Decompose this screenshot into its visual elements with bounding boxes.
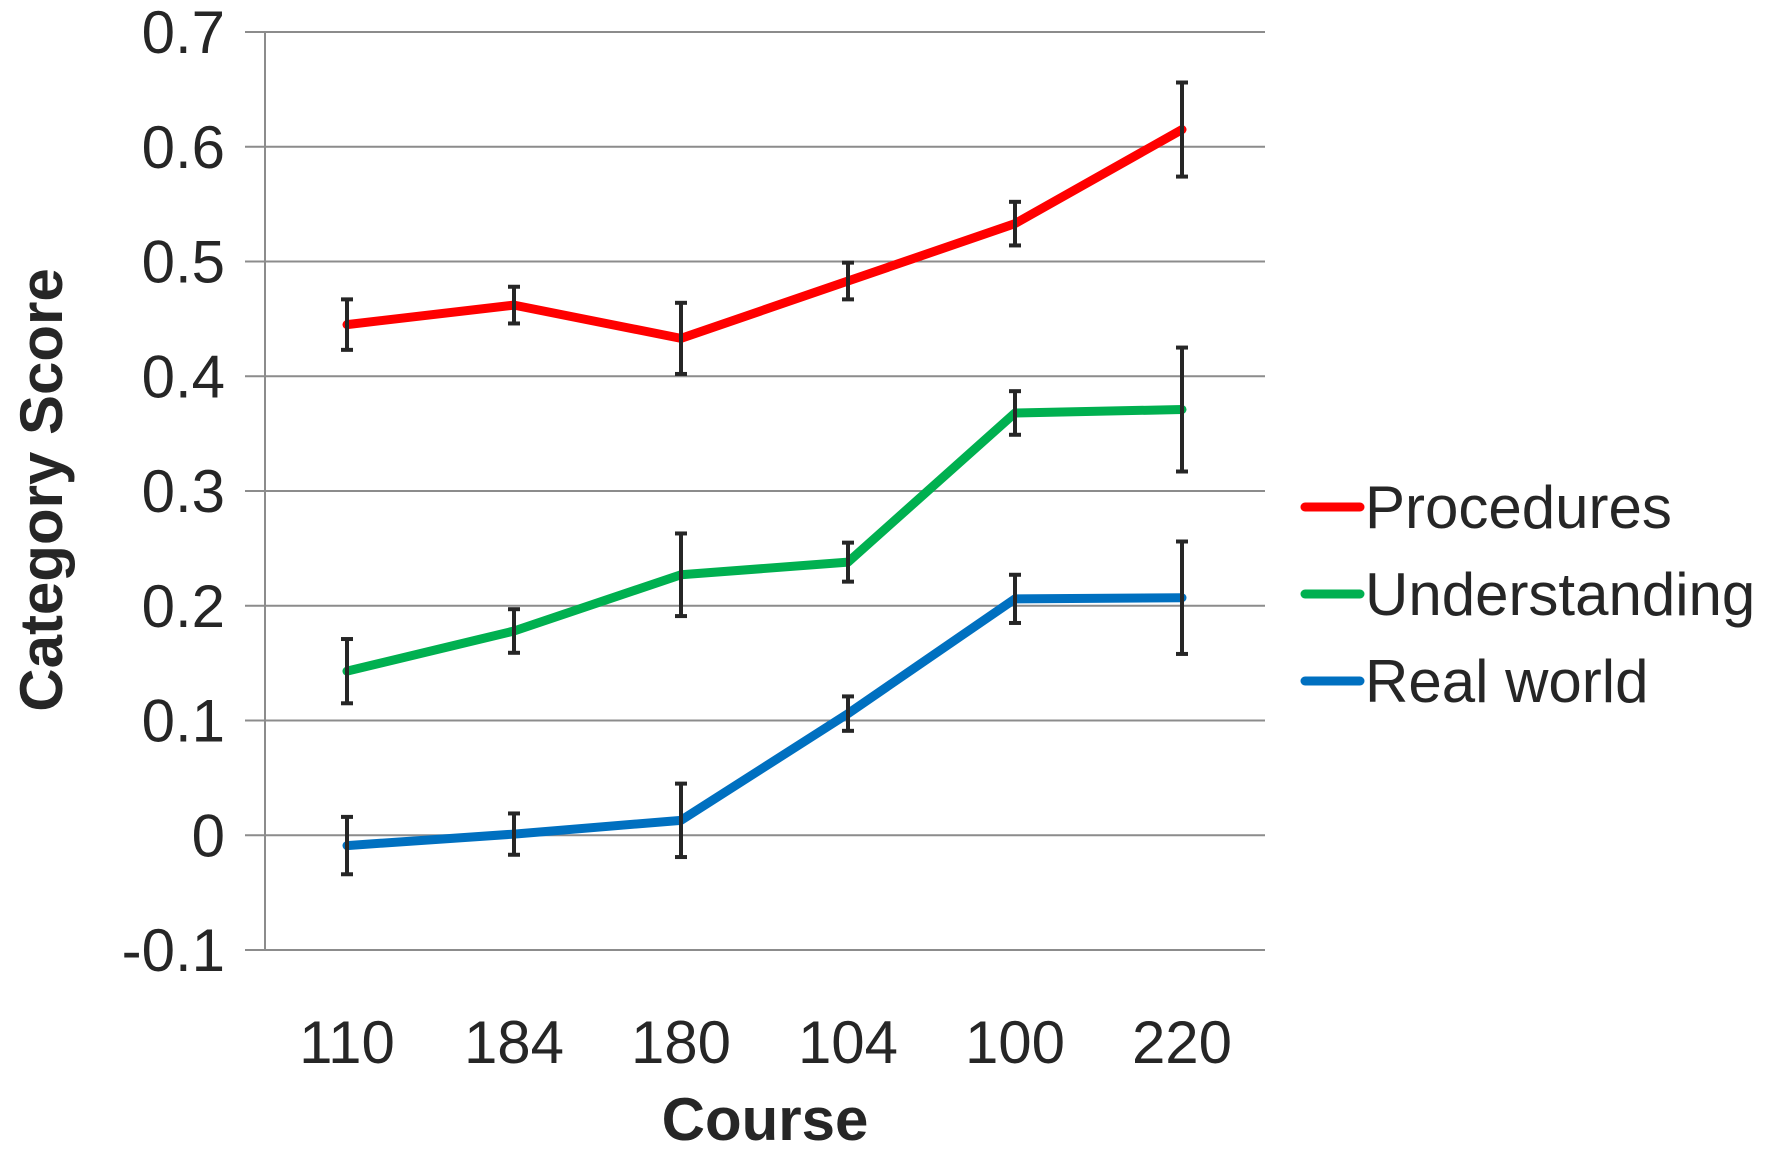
grid-lines bbox=[245, 31, 1265, 951]
y-tick-label: 0.1 bbox=[142, 688, 225, 755]
y-tick-label: 0.5 bbox=[142, 229, 225, 296]
x-tick-label: 184 bbox=[464, 1009, 564, 1076]
error-bar bbox=[842, 694, 854, 733]
error-bar bbox=[1009, 199, 1021, 248]
y-tick-label: 0.6 bbox=[142, 114, 225, 181]
series-line-understanding bbox=[342, 405, 1187, 676]
error-bar bbox=[508, 811, 520, 857]
legend-label: Understanding bbox=[1365, 561, 1755, 628]
y-tick-label: 0 bbox=[192, 802, 225, 869]
error-bar bbox=[1176, 345, 1188, 474]
series-line-procedures bbox=[342, 125, 1187, 343]
error-bar bbox=[842, 260, 854, 302]
x-tick-label: 100 bbox=[965, 1009, 1065, 1076]
x-tick-label: 220 bbox=[1132, 1009, 1232, 1076]
error-bar bbox=[341, 297, 353, 352]
error-bar bbox=[842, 540, 854, 584]
error-bar bbox=[1176, 539, 1188, 656]
y-tick-label: 0.7 bbox=[142, 0, 225, 66]
error-bar bbox=[341, 814, 353, 877]
error-bar bbox=[675, 781, 687, 860]
x-tick-label: 110 bbox=[299, 1009, 395, 1076]
error-bar bbox=[675, 531, 687, 619]
y-axis-title: Category Score bbox=[8, 268, 75, 712]
legend-label: Procedures bbox=[1365, 474, 1672, 541]
error-bar bbox=[341, 637, 353, 706]
error-bars bbox=[341, 80, 1188, 877]
error-bar bbox=[675, 300, 687, 376]
x-tick-label: 104 bbox=[798, 1009, 898, 1076]
error-bar bbox=[1176, 80, 1188, 179]
legend-label: Real world bbox=[1365, 648, 1648, 715]
tick-labels: -0.1 0 0.1 0.2 0.3 0.4 0.5 0.6 0.7 110 184 180 104 10… bbox=[122, 0, 1232, 1076]
error-bar bbox=[1009, 389, 1021, 437]
error-bar bbox=[1009, 572, 1021, 625]
y-tick-label: -0.1 bbox=[122, 917, 225, 984]
error-bar bbox=[508, 284, 520, 326]
y-tick-label: 0.2 bbox=[142, 573, 225, 640]
y-tick-label: 0.4 bbox=[142, 343, 225, 410]
error-bar bbox=[508, 607, 520, 655]
series-lines bbox=[342, 125, 1187, 851]
series-line-real-world bbox=[342, 593, 1187, 851]
legend: Procedures Understanding Real world bbox=[1300, 474, 1755, 715]
y-tick-label: 0.3 bbox=[142, 458, 225, 525]
x-tick-label: 180 bbox=[631, 1009, 731, 1076]
x-axis-title: Course bbox=[662, 1086, 869, 1151]
